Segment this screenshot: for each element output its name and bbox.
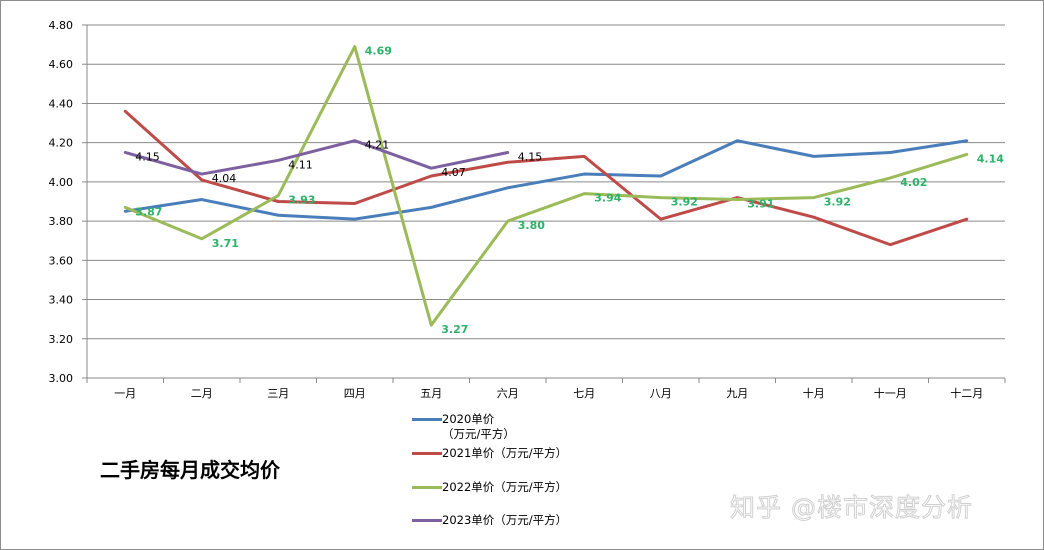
series-line-3 (123, 139, 510, 176)
legend-label-2021: 2021单价（万元/平方） (442, 446, 568, 460)
data-label: 3.27 (441, 323, 468, 336)
y-tick-labels: 3.00 3.20 3.40 3.60 3.80 4.00 4.20 4.40 4.60 4.80 (49, 19, 74, 385)
chart-title: 二手房每月成交均价 (100, 458, 280, 482)
y-tick-label: 3.40 (49, 294, 74, 307)
y-tick-label: 3.80 (49, 215, 74, 228)
data-label: 3.80 (518, 219, 545, 232)
series-line-2 (123, 45, 969, 327)
x-tick-labels: 一月 二月 三月 四月 五月 六月 七月 八月 九月 十月 十一月 十二月 (114, 386, 983, 400)
legend-swatch-2023 (412, 519, 442, 522)
data-label: 4.11 (288, 158, 313, 171)
data-label: 3.94 (594, 192, 621, 205)
series-line-1 (123, 109, 969, 247)
legend-label-2020-line1: 2020单价 (442, 412, 495, 426)
x-tick-label: 四月 (344, 387, 366, 400)
data-label: 4.04 (212, 172, 237, 185)
legend-label-2020: 2020单价 （万元/平方） (442, 412, 515, 442)
x-tick-label: 九月 (726, 387, 748, 400)
data-label: 4.69 (365, 45, 392, 58)
legend-label-2022: 2022单价（万元/平方） (442, 480, 568, 494)
x-tick-label: 十一月 (874, 386, 907, 400)
legend-label-2023: 2023单价（万元/平方） (442, 513, 568, 527)
data-label: 4.15 (135, 150, 160, 163)
axes (82, 24, 1006, 383)
x-tick-label: 十二月 (950, 386, 983, 400)
x-tick-label: 一月 (114, 387, 136, 400)
legend-swatch-2021 (412, 452, 442, 455)
data-label: 4.21 (365, 139, 390, 152)
x-tick-label: 二月 (191, 387, 213, 400)
series-lines (123, 45, 969, 327)
data-label: 4.14 (977, 152, 1004, 165)
x-tick-label: 三月 (267, 387, 289, 400)
y-tick-label: 4.80 (49, 19, 74, 32)
data-label: 3.91 (747, 198, 774, 211)
y-tick-label: 4.00 (49, 176, 74, 189)
data-label: 4.15 (518, 150, 543, 163)
y-tick-label: 4.60 (49, 58, 74, 71)
data-label: 3.92 (824, 196, 851, 209)
legend-swatch-2022 (412, 486, 442, 489)
data-label: 3.87 (135, 205, 162, 218)
x-tick-label: 八月 (650, 387, 672, 400)
data-labels: 3.87 3.71 3.93 4.69 3.27 3.80 3.94 3.92 3.91 3.92… (135, 45, 1004, 336)
data-label: 4.07 (441, 166, 466, 179)
x-tick-label: 五月 (420, 387, 442, 400)
legend-swatch-2020 (412, 418, 442, 421)
data-label: 3.71 (212, 237, 239, 250)
y-tick-label: 3.00 (49, 372, 74, 385)
y-tick-label: 3.20 (49, 333, 74, 346)
watermark: 知乎 @楼市深度分析 (730, 493, 973, 523)
y-tick-label: 3.60 (49, 254, 74, 267)
data-label: 3.92 (671, 196, 698, 209)
x-tick-label: 十月 (803, 386, 825, 400)
data-label: 4.02 (900, 176, 927, 189)
data-label: 3.93 (288, 194, 315, 207)
y-tick-label: 4.40 (49, 97, 74, 110)
legend-label-2020-line2: （万元/平方） (442, 427, 515, 441)
x-tick-label: 六月 (497, 387, 519, 400)
series-line-0 (123, 139, 969, 221)
gridlines (87, 24, 1005, 340)
x-tick-label: 七月 (573, 387, 595, 400)
y-tick-label: 4.20 (49, 137, 74, 150)
